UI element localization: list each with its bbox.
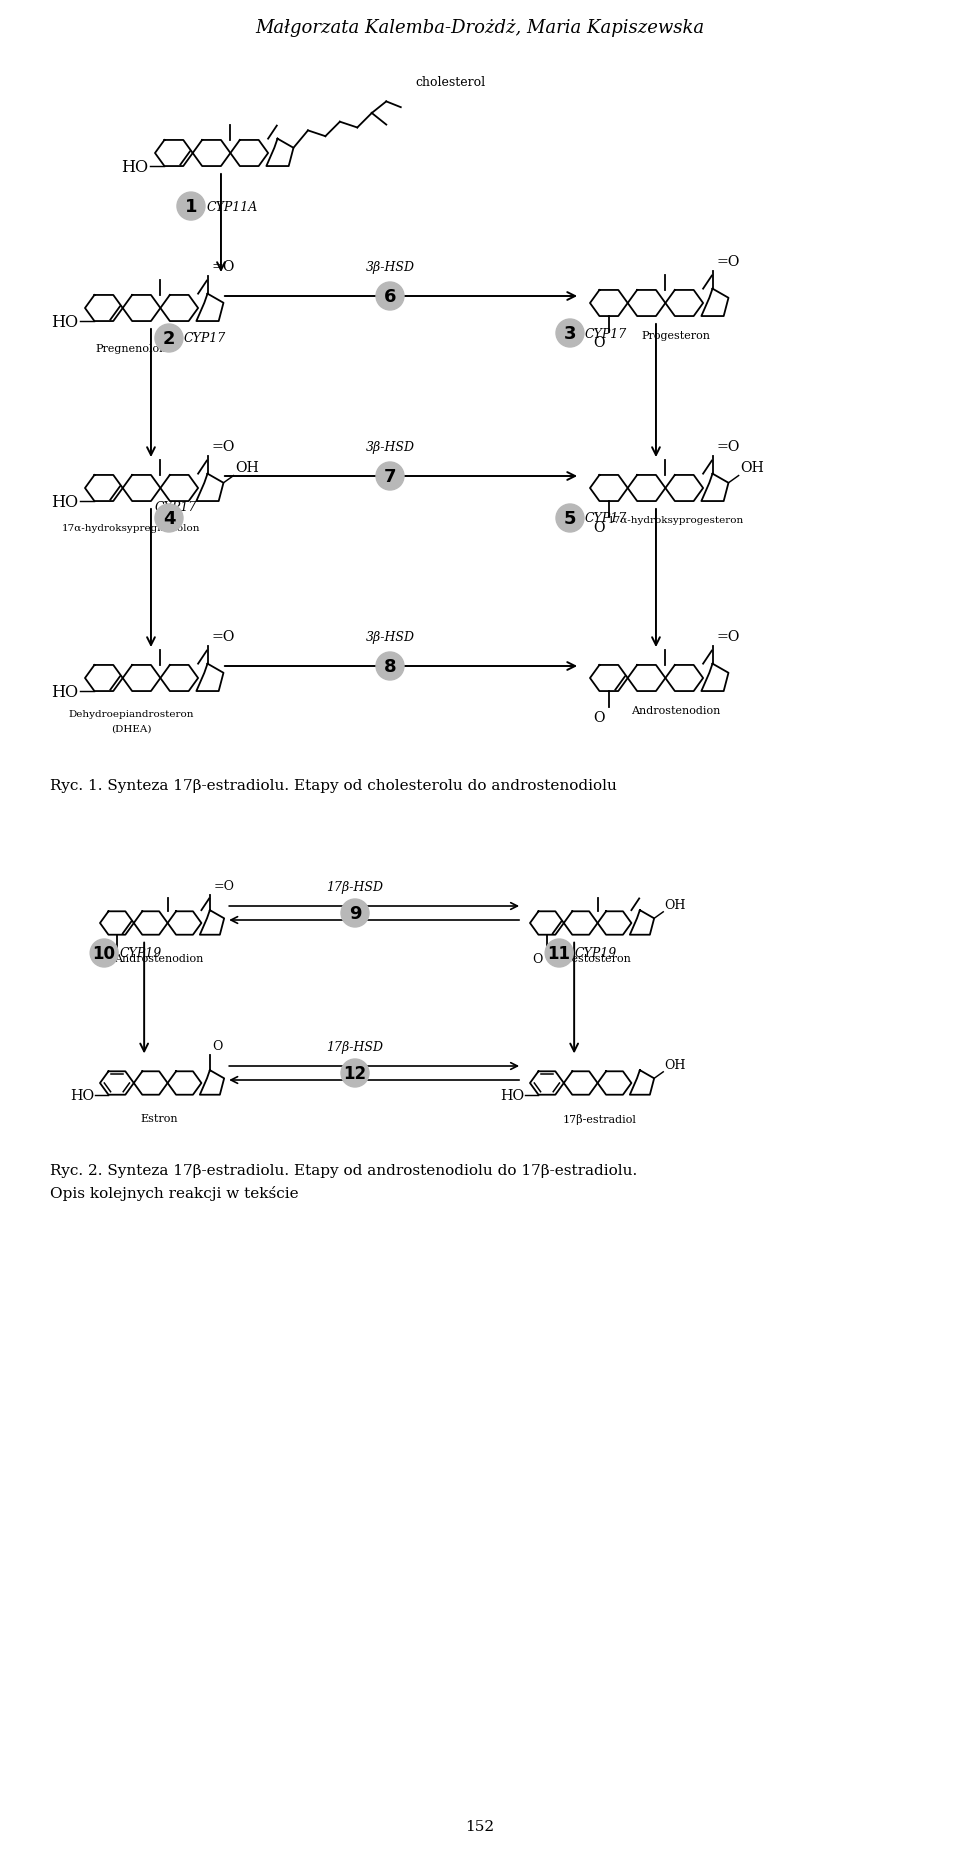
Text: Testosteron: Testosteron xyxy=(566,953,632,963)
Text: cholesterol: cholesterol xyxy=(416,75,486,88)
Text: Opis kolejnych reakcji w tekście: Opis kolejnych reakcji w tekście xyxy=(50,1186,299,1201)
Circle shape xyxy=(90,940,118,968)
Text: 5: 5 xyxy=(564,509,576,528)
Text: O: O xyxy=(593,335,605,350)
Text: 17β-HSD: 17β-HSD xyxy=(326,1040,383,1053)
Text: =O: =O xyxy=(212,629,235,644)
Text: 12: 12 xyxy=(344,1064,367,1083)
Text: Dehydroepiandrosteron: Dehydroepiandrosteron xyxy=(68,710,194,719)
Text: Ryc. 1. Synteza 17β-estradiolu. Etapy od cholesterolu do androstenodiolu: Ryc. 1. Synteza 17β-estradiolu. Etapy od… xyxy=(50,779,617,792)
Text: Progesteron: Progesteron xyxy=(641,332,710,341)
Text: O: O xyxy=(533,951,543,965)
Circle shape xyxy=(376,463,404,491)
Text: HO: HO xyxy=(500,1088,524,1101)
Circle shape xyxy=(177,193,205,221)
Text: CYP19: CYP19 xyxy=(574,948,616,961)
Text: =O: =O xyxy=(717,440,740,453)
Text: CYP17: CYP17 xyxy=(585,511,627,524)
Text: 17β-estradiol: 17β-estradiol xyxy=(563,1113,636,1124)
Text: 1: 1 xyxy=(184,199,197,215)
Text: Ryc. 2. Synteza 17β-estradiolu. Etapy od androstenodiolu do 17β-estradiolu.: Ryc. 2. Synteza 17β-estradiolu. Etapy od… xyxy=(50,1163,637,1178)
Text: CYP17: CYP17 xyxy=(184,332,227,345)
Circle shape xyxy=(341,899,369,927)
Text: 17β-HSD: 17β-HSD xyxy=(326,880,383,893)
Text: O: O xyxy=(593,521,605,534)
Text: HO: HO xyxy=(51,493,79,509)
Text: Androstenodion: Androstenodion xyxy=(632,706,721,715)
Circle shape xyxy=(545,940,573,968)
Circle shape xyxy=(556,320,584,348)
Text: OH: OH xyxy=(235,461,259,476)
Circle shape xyxy=(556,504,584,532)
Text: HO: HO xyxy=(51,313,79,330)
Text: 9: 9 xyxy=(348,905,361,923)
Text: Pregnenolon: Pregnenolon xyxy=(95,345,167,354)
Text: CYP19: CYP19 xyxy=(119,948,161,961)
Text: 3β-HSD: 3β-HSD xyxy=(366,631,415,644)
Circle shape xyxy=(341,1060,369,1088)
Text: Estron: Estron xyxy=(140,1113,178,1124)
Text: =O: =O xyxy=(212,260,235,273)
Text: =O: =O xyxy=(212,440,235,453)
Text: CYP11A: CYP11A xyxy=(207,200,258,214)
Text: OH: OH xyxy=(664,897,686,910)
Circle shape xyxy=(155,324,183,352)
Text: =O: =O xyxy=(214,880,235,892)
Text: (DHEA): (DHEA) xyxy=(110,723,152,732)
Text: OH: OH xyxy=(664,1058,686,1071)
Text: 3β-HSD: 3β-HSD xyxy=(366,260,415,273)
Text: =O: =O xyxy=(717,629,740,644)
Text: 4: 4 xyxy=(163,509,176,528)
Text: 6: 6 xyxy=(384,288,396,305)
Text: O: O xyxy=(593,710,605,725)
Text: HO: HO xyxy=(51,684,79,701)
Circle shape xyxy=(376,283,404,311)
Text: 7: 7 xyxy=(384,468,396,485)
Text: 3: 3 xyxy=(564,324,576,343)
Text: O: O xyxy=(103,951,113,965)
Text: 17α-hydroksypregnenolon: 17α-hydroksypregnenolon xyxy=(61,524,201,532)
Text: 8: 8 xyxy=(384,657,396,676)
Text: Małgorzata Kalemba-Drożdż, Maria Kapiszewska: Małgorzata Kalemba-Drożdż, Maria Kapisze… xyxy=(255,19,705,37)
Text: =O: =O xyxy=(717,255,740,270)
Text: CYP17: CYP17 xyxy=(155,500,197,513)
Text: 10: 10 xyxy=(93,944,115,963)
Circle shape xyxy=(376,652,404,680)
Text: HO: HO xyxy=(70,1088,94,1101)
Text: O: O xyxy=(212,1040,223,1053)
Text: Androstenodion: Androstenodion xyxy=(114,953,204,963)
Text: CYP17: CYP17 xyxy=(585,328,627,341)
Text: 3β-HSD: 3β-HSD xyxy=(366,440,415,453)
Text: 152: 152 xyxy=(466,1819,494,1834)
Text: OH: OH xyxy=(740,461,764,476)
Circle shape xyxy=(155,504,183,532)
Text: 2: 2 xyxy=(163,330,176,348)
Text: HO: HO xyxy=(121,159,149,176)
Text: 17α-hydroksyprogesteron: 17α-hydroksyprogesteron xyxy=(608,515,744,524)
Text: 11: 11 xyxy=(547,944,570,963)
